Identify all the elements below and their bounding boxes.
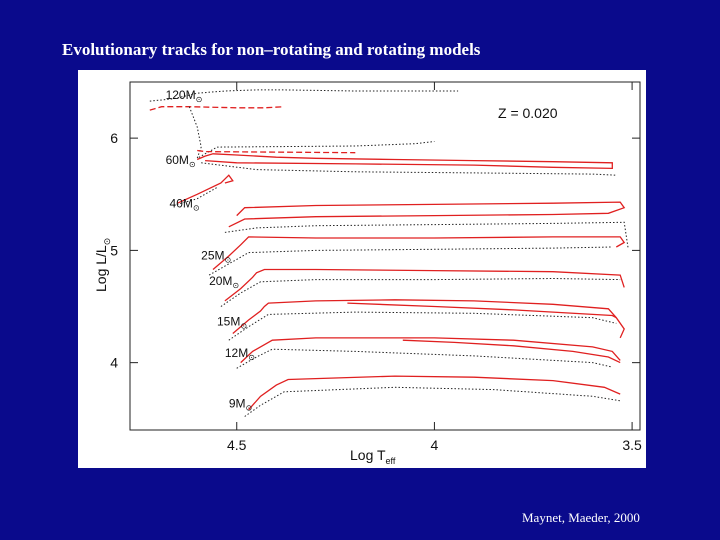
mass-label-value: 40M	[170, 197, 193, 211]
mass-label-sun-symbol: ⊙	[196, 95, 203, 104]
plot-frame	[129, 81, 641, 431]
y-axis-label-sub: ⊙	[102, 238, 112, 246]
mass-label-value: 12M	[225, 346, 248, 360]
track-12msun-non-rotating-line	[236, 348, 613, 369]
mass-label-value: 15M	[217, 315, 240, 329]
mass-label-12m: 12M⊙	[225, 346, 255, 362]
mass-label-sun-symbol: ⊙	[232, 281, 239, 290]
track-120msun-rotating-line	[149, 106, 285, 111]
y-axis-label-main: Log L/L	[93, 245, 109, 292]
y-axis-label: Log L/L⊙	[93, 238, 112, 292]
track-120msun-non-rotating-line	[149, 89, 459, 102]
mass-label-25m: 25M⊙	[201, 248, 231, 264]
track-15msun-rotating-line	[232, 299, 625, 339]
mass-label-sun-symbol: ⊙	[248, 353, 255, 362]
metallicity-annotation: Z = 0.020	[498, 105, 558, 121]
mass-label-120m: 120M⊙	[166, 88, 203, 104]
x-tick-label: 3.5	[622, 437, 642, 453]
mass-label-value: 60M	[166, 153, 189, 167]
track-60msun-rotating-line	[197, 149, 356, 154]
track-15msun-non-rotating-line	[228, 311, 617, 341]
track-40msun-non-rotating-line	[173, 187, 218, 206]
x-axis-label-main: Log T	[350, 447, 386, 463]
x-tick-label: 4.5	[227, 437, 247, 453]
y-tick-label: 6	[110, 130, 118, 146]
track-20msun-rotating-line	[224, 268, 625, 302]
track-60msun-rotating-line	[196, 153, 613, 170]
track-40msun-rotating-line	[177, 174, 234, 204]
mass-label-value: 25M	[201, 248, 224, 262]
track-9msun-rotating-line	[248, 375, 621, 411]
mass-label-9m: 9M⊙	[229, 397, 252, 413]
y-tick-label: 5	[110, 242, 118, 258]
x-axis-label: Log Teff	[350, 447, 396, 466]
mass-label-value: 9M	[229, 397, 246, 411]
x-axis-label-sub: eff	[386, 456, 396, 466]
citation-credit: Maynet, Maeder, 2000	[522, 510, 640, 525]
track-9msun-non-rotating-line	[244, 386, 621, 417]
mass-label-value: 20M	[209, 274, 232, 288]
track-12msun-rotating-line	[402, 339, 621, 364]
mass-label-20m: 20M⊙	[209, 274, 239, 290]
mass-labels: 120M⊙60M⊙40M⊙25M⊙20M⊙15M⊙12M⊙9M⊙	[166, 88, 255, 413]
mass-label-sun-symbol: ⊙	[225, 255, 232, 264]
chart-panel: 4.5 4 3.5 4 5 6 120M⊙ 60M⊙ 40M⊙ 25M⊙ 20M⊙ 15M⊙ 12M⊙…	[78, 70, 646, 468]
axis-ticks: 4.5 4 3.5 4 5 6	[110, 82, 642, 453]
track-120msun-non-rotating-line	[188, 106, 435, 160]
mass-label-value: 120M	[166, 88, 196, 102]
y-tick-label: 4	[110, 355, 118, 371]
evolution-tracks	[149, 89, 629, 417]
track-12msun-rotating-line	[240, 337, 621, 364]
track-60msun-non-rotating-line	[201, 162, 617, 176]
mass-label-sun-symbol: ⊙	[240, 322, 247, 331]
x-tick-label: 4	[431, 437, 439, 453]
mass-label-15m: 15M⊙	[217, 315, 247, 331]
mass-label-60m: 60M⊙	[166, 153, 196, 169]
mass-label-sun-symbol: ⊙	[193, 204, 200, 213]
track-15msun-rotating-line	[347, 302, 617, 319]
slide-title: Evolutionary tracks for non–rotating and…	[62, 40, 481, 59]
mass-label-sun-symbol: ⊙	[189, 160, 196, 169]
track-25msun-non-rotating-line	[208, 246, 613, 276]
mass-label-40m: 40M⊙	[170, 197, 200, 213]
track-32msun-non-rotating-line	[224, 221, 629, 249]
mass-label-sun-symbol: ⊙	[246, 404, 253, 413]
track-32msun-rotating-line	[228, 201, 626, 228]
track-20msun-non-rotating-line	[220, 277, 621, 307]
track-25msun-rotating-line	[212, 236, 626, 270]
